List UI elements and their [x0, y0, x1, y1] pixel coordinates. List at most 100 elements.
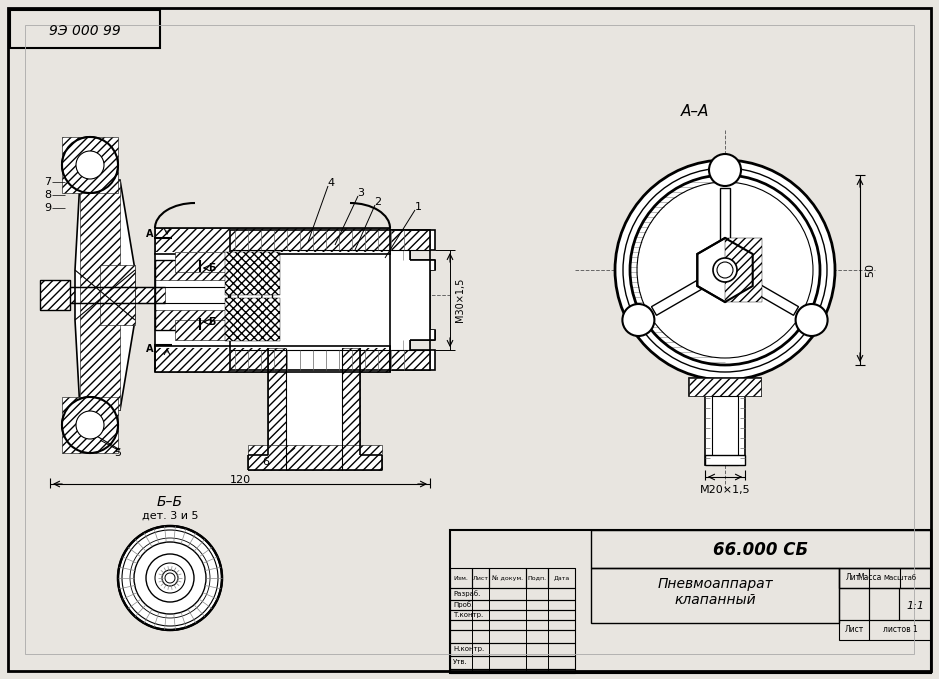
Text: Лит.: Лит. [845, 574, 863, 583]
Text: 3: 3 [358, 188, 364, 198]
Bar [450, 568, 472, 588]
Text: Лист: Лист [472, 576, 488, 581]
Bar [80, 180, 120, 410]
Circle shape [162, 570, 178, 586]
Text: А: А [146, 229, 154, 239]
Text: 9Э 000 99: 9Э 000 99 [49, 24, 121, 38]
Bar [591, 568, 839, 623]
Text: клапанный: клапанный [674, 593, 756, 607]
Text: 66.000 СБ: 66.000 СБ [714, 541, 808, 559]
Bar [286, 348, 342, 455]
Text: листов 1: листов 1 [883, 625, 917, 634]
Bar [705, 396, 745, 465]
Text: М30×1,5: М30×1,5 [455, 278, 465, 323]
Circle shape [238, 283, 262, 307]
Text: 9: 9 [44, 203, 52, 213]
Bar [591, 530, 931, 568]
Bar [472, 568, 489, 588]
Bar [839, 620, 931, 640]
Text: Н.контр.: Н.контр. [453, 646, 485, 653]
Text: 7: 7 [44, 177, 52, 187]
Circle shape [709, 154, 741, 186]
Text: 120: 120 [229, 475, 251, 485]
Bar [450, 643, 575, 656]
Bar [40, 280, 70, 310]
Bar [450, 620, 575, 630]
Bar [450, 588, 575, 600]
Text: № докум.: № докум. [492, 575, 523, 581]
Bar [62, 397, 118, 453]
Circle shape [118, 526, 222, 630]
Circle shape [795, 304, 827, 336]
Polygon shape [230, 230, 435, 370]
Text: Разраб.: Разраб. [453, 591, 481, 598]
Polygon shape [652, 280, 701, 315]
Bar [155, 310, 230, 330]
Polygon shape [230, 250, 435, 350]
Bar [869, 588, 899, 620]
Bar [175, 252, 235, 272]
Circle shape [62, 137, 118, 193]
Bar [155, 252, 390, 348]
Bar [450, 656, 575, 669]
Text: Проб.: Проб. [453, 602, 473, 608]
Bar [342, 348, 360, 455]
Circle shape [62, 397, 118, 453]
Text: 2: 2 [375, 197, 381, 207]
Polygon shape [720, 188, 730, 240]
Bar [526, 568, 548, 588]
Circle shape [623, 304, 654, 336]
Text: Изм.: Изм. [454, 576, 469, 581]
Polygon shape [748, 280, 798, 315]
Text: 50: 50 [865, 263, 875, 277]
Bar [450, 530, 931, 673]
Text: Т.контр.: Т.контр. [453, 612, 484, 618]
Bar [450, 600, 575, 610]
Text: 4: 4 [328, 178, 334, 188]
Bar [155, 228, 390, 254]
Bar [548, 568, 575, 588]
Text: М20×1,5: М20×1,5 [700, 485, 750, 495]
Text: 8: 8 [44, 190, 52, 200]
Bar [100, 265, 135, 325]
Circle shape [76, 411, 104, 439]
Bar [230, 230, 430, 250]
Circle shape [615, 160, 835, 380]
Bar [689, 378, 761, 396]
Text: Масса: Масса [856, 574, 881, 583]
Bar [489, 568, 526, 588]
Bar [705, 455, 745, 465]
Bar [225, 252, 280, 295]
Bar [40, 280, 70, 310]
Text: А: А [146, 344, 154, 354]
Bar [230, 350, 430, 370]
Text: А–А: А–А [681, 105, 709, 120]
Circle shape [713, 258, 737, 282]
Bar [248, 445, 382, 470]
Text: Б: Б [208, 263, 216, 273]
Bar [155, 346, 390, 372]
Text: Б: Б [208, 317, 216, 327]
Text: Лист: Лист [844, 625, 864, 634]
Bar [230, 230, 430, 370]
Bar [450, 610, 575, 620]
Polygon shape [698, 238, 753, 302]
Polygon shape [75, 180, 135, 410]
Text: Б–Б: Б–Б [157, 495, 183, 509]
Bar [175, 320, 235, 340]
Bar [70, 287, 165, 303]
Bar [268, 348, 286, 455]
Text: 1: 1 [414, 202, 422, 212]
Bar [899, 588, 931, 620]
Bar [839, 568, 931, 588]
Text: 1:1: 1:1 [906, 601, 924, 611]
Bar [725, 238, 762, 302]
Bar [450, 630, 575, 643]
Bar [155, 260, 230, 330]
Text: Подп.: Подп. [528, 576, 546, 581]
Bar [712, 396, 738, 465]
Text: 5: 5 [115, 448, 121, 458]
Text: Утв.: Утв. [453, 659, 468, 665]
Bar [450, 669, 575, 673]
Bar [155, 260, 230, 280]
